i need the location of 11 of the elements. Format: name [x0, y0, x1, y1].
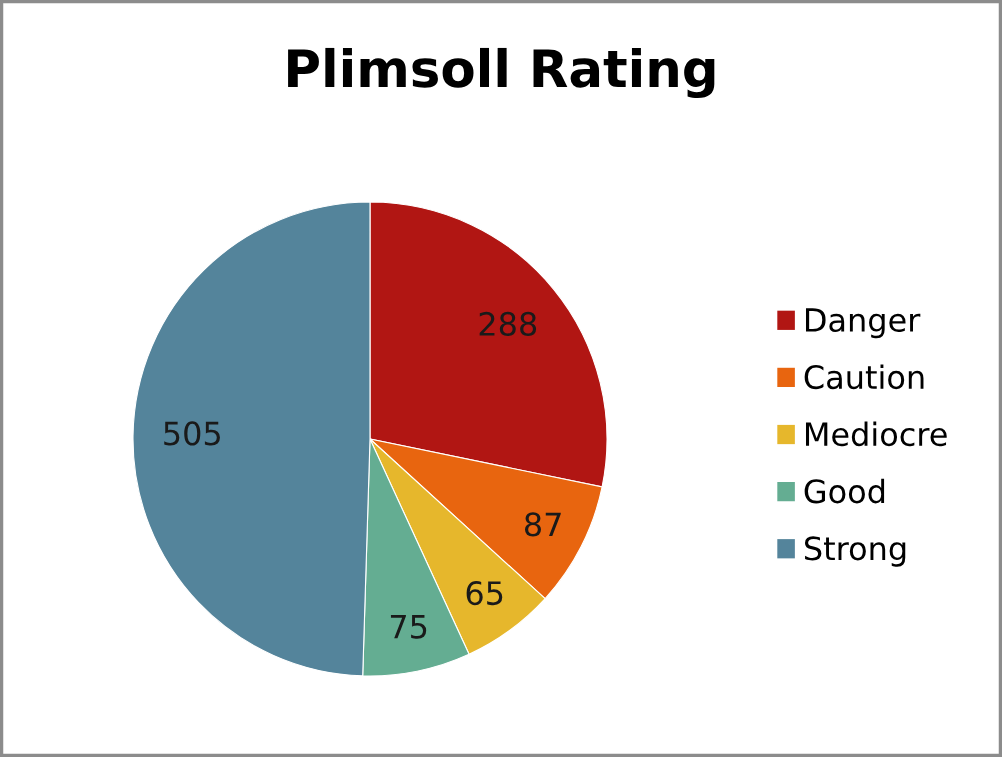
data-label: 65 [466, 580, 503, 606]
legend-label: Mediocre [805, 421, 947, 447]
data-label: 75 [390, 614, 427, 639]
legend-label: Good [804, 478, 885, 504]
legend-label: Danger [805, 308, 921, 339]
chart-title: Plimsoll Rating [288, 47, 715, 99]
legend-label: Caution [804, 364, 924, 390]
data-label: 87 [525, 512, 561, 537]
legend-label: Strong [804, 536, 906, 567]
data-label: 288 [479, 311, 537, 336]
data-label: 505 [164, 421, 220, 446]
